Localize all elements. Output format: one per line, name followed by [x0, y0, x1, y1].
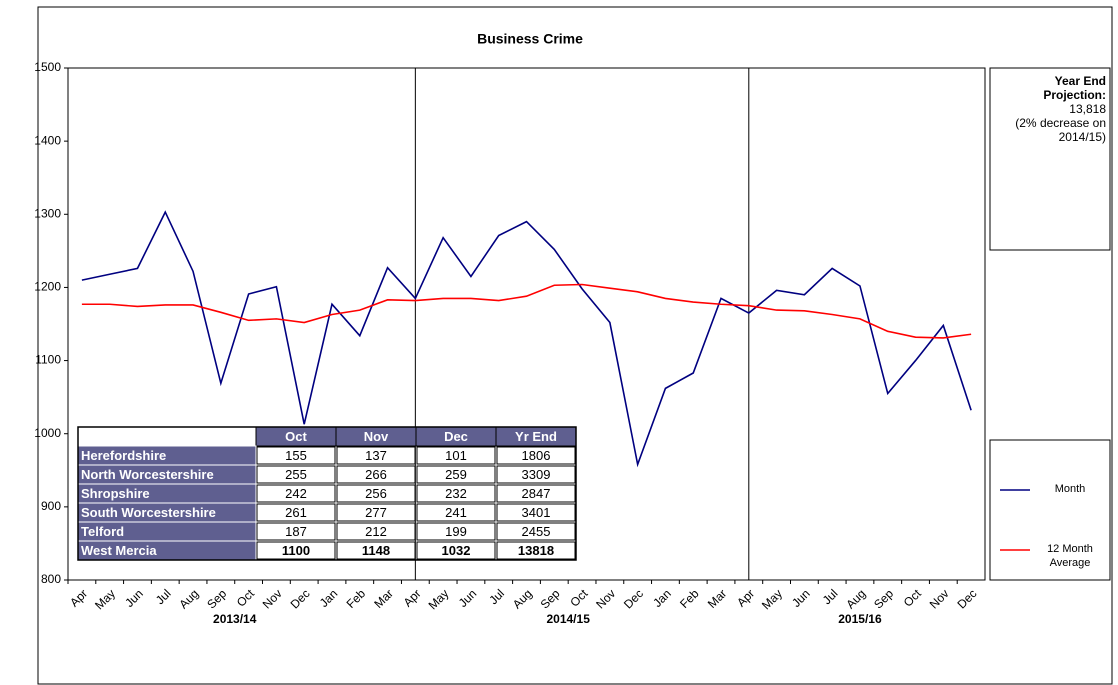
table-cell: [416, 522, 496, 541]
table-cell: [256, 484, 336, 503]
table-value: 2455: [522, 524, 551, 539]
table-value: 137: [365, 448, 387, 463]
legend-entry: 12 Month Average: [1047, 543, 1093, 569]
projection-heading: Year End Projection:: [1043, 74, 1106, 102]
table-value: 2847: [522, 486, 551, 501]
table-cell: [336, 465, 416, 484]
table-value: 3401: [522, 505, 551, 520]
table-cell: [416, 541, 496, 560]
table-cell: [256, 541, 336, 560]
chart-title: Business Crime: [477, 31, 583, 47]
table-value: 1148: [362, 543, 390, 558]
table-cell: [336, 522, 416, 541]
table-value: 1032: [442, 543, 471, 558]
table-row-name: West Mercia: [81, 543, 157, 558]
table-cell: [256, 446, 336, 465]
legend-label: Month: [1054, 483, 1086, 495]
y-tick-label: 1500: [34, 60, 61, 74]
projection: Year End Projection: 13,818 (2% decrease…: [990, 70, 1110, 148]
table-value: 266: [365, 467, 387, 482]
table-value: 242: [285, 486, 307, 501]
table-value: 13818: [518, 543, 554, 558]
table-value: 155: [285, 448, 307, 463]
table-value: 187: [285, 524, 307, 539]
table-cell: [416, 484, 496, 503]
legend-entry: Month: [1054, 483, 1086, 495]
table-cell: [336, 541, 416, 560]
table-border: [77, 426, 577, 561]
table-cell: [416, 503, 496, 522]
y-tick-label: 1000: [34, 426, 61, 440]
y-tick-label: 800: [41, 572, 61, 586]
table-value: 199: [445, 524, 467, 539]
period-label: 2015/16: [838, 612, 882, 626]
y-tick-label: 1200: [34, 280, 61, 294]
projection-note: (2% decrease on 2014/15): [1015, 116, 1106, 144]
table-value: 241: [445, 505, 467, 520]
table-cell: [496, 541, 576, 560]
table-value: 277: [365, 505, 387, 520]
table-row-name: South Worcestershire: [81, 505, 216, 520]
table-header: Nov: [364, 429, 389, 444]
table-value: 1100: [282, 543, 310, 558]
y-tick-label: 1100: [35, 353, 61, 367]
table-row-name: Telford: [81, 524, 124, 539]
series-line: [81, 283, 972, 339]
table-row-name: North Worcestershire: [81, 467, 214, 482]
period-label: 2013/14: [213, 612, 257, 626]
projection-text: Year End Projection: 13,818 (2% decrease…: [990, 70, 1110, 148]
y-tick-label: 1300: [34, 206, 61, 220]
y-tick-label: 1400: [34, 133, 61, 147]
table-value: 101: [445, 448, 467, 463]
table-header: Dec: [444, 429, 468, 444]
table-cell: [336, 503, 416, 522]
table-cell: [496, 446, 576, 465]
table-cell: [496, 503, 576, 522]
table-row-name: Herefordshire: [81, 448, 166, 463]
table-value: 259: [445, 467, 467, 482]
projection-value: 13,818: [1069, 102, 1106, 116]
projection-box: [989, 67, 1111, 251]
legend-label: 12 Month Average: [1047, 543, 1093, 569]
table-value: 1806: [522, 448, 551, 463]
legend-box: [989, 439, 1111, 581]
table-value: 261: [285, 505, 307, 520]
table-cell: [496, 484, 576, 503]
y-tick-label: 900: [41, 499, 61, 513]
table-cell: [256, 522, 336, 541]
table-row-name: Shropshire: [81, 486, 150, 501]
table-cell: [336, 484, 416, 503]
table-cell: [416, 446, 496, 465]
period-label: 2014/15: [546, 612, 590, 626]
table-value: 232: [445, 486, 467, 501]
table-value: 255: [285, 467, 307, 482]
table-cell: [256, 503, 336, 522]
table-cell: [416, 465, 496, 484]
table-cell: [336, 446, 416, 465]
table-cell: [496, 465, 576, 484]
series-line: [81, 210, 972, 468]
table-header: Oct: [285, 429, 307, 444]
table-header: Yr End: [515, 429, 557, 444]
table-value: 3309: [522, 467, 551, 482]
table-cell: [496, 522, 576, 541]
table-cell: [256, 465, 336, 484]
table-corner: [77, 426, 257, 447]
table-value: 212: [365, 524, 387, 539]
table-value: 256: [365, 486, 387, 501]
